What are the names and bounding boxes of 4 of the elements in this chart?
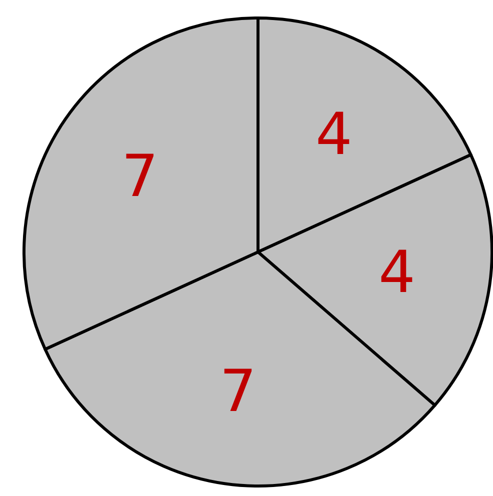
data-label: 7 xyxy=(220,356,256,425)
data-label: 7 xyxy=(121,142,158,210)
data-label: 4 xyxy=(315,100,352,168)
data-label: 4 xyxy=(378,238,416,306)
